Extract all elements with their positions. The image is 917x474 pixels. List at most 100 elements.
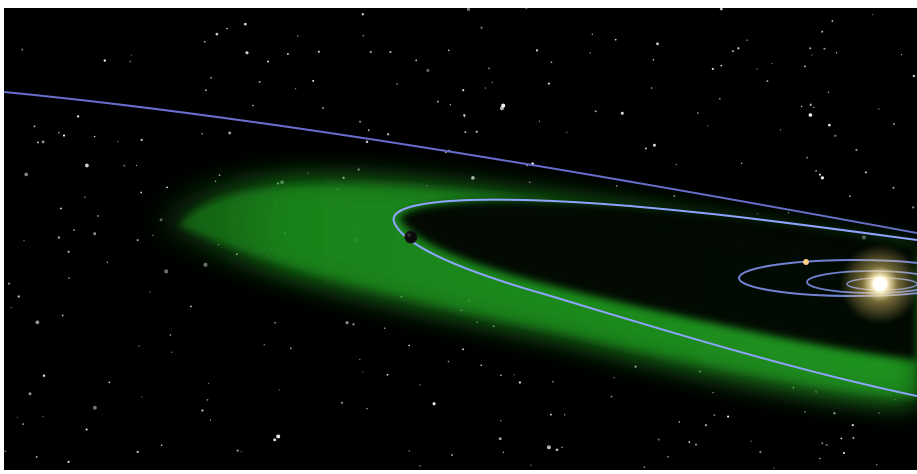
star-dot	[591, 33, 593, 35]
star-dot	[462, 89, 465, 92]
star-dot	[317, 50, 321, 53]
star-dot	[206, 398, 209, 401]
star-dot	[276, 434, 281, 439]
star-dot	[263, 343, 266, 346]
star-dot	[900, 53, 903, 56]
star-dot	[251, 104, 254, 107]
star-dot	[340, 401, 344, 404]
star-dot	[755, 68, 758, 70]
star-dot	[267, 60, 270, 63]
star-dot	[294, 88, 297, 90]
star-dot	[727, 415, 730, 418]
star-dot	[480, 26, 483, 29]
star-dot	[36, 141, 39, 144]
star-dot	[205, 89, 207, 92]
star-dot	[806, 156, 809, 159]
star-dot	[500, 419, 502, 422]
star-dot	[35, 456, 38, 458]
star-dot	[106, 261, 108, 263]
star-dot	[852, 436, 855, 439]
star-dot	[737, 47, 740, 50]
star-dot	[851, 424, 854, 427]
star-dot	[616, 185, 618, 187]
star-dot	[498, 437, 502, 441]
star-dot	[67, 250, 70, 253]
star-dot	[41, 140, 45, 144]
star-dot	[76, 115, 80, 118]
star-dot	[362, 371, 364, 373]
star-dot	[892, 186, 895, 189]
star-dot	[871, 14, 874, 16]
star-dot	[149, 291, 151, 293]
star-dot	[68, 277, 70, 279]
star-dot	[804, 411, 806, 413]
star-dot	[209, 419, 212, 421]
star-dot	[8, 282, 10, 285]
star-dot	[207, 382, 210, 385]
star-dot	[491, 81, 494, 84]
star-dot	[365, 140, 369, 144]
star-dot	[589, 52, 591, 54]
star-dot	[214, 180, 217, 182]
star-dot	[42, 415, 44, 418]
star-dot	[140, 191, 143, 194]
star-dot	[286, 53, 289, 55]
star-dot	[834, 134, 837, 137]
star-dot	[820, 176, 825, 180]
star-dot	[170, 351, 173, 354]
star-dot	[688, 441, 691, 443]
star-dot	[389, 51, 392, 54]
star-dot	[201, 409, 204, 412]
star-dot	[518, 381, 522, 384]
star-dot	[93, 405, 97, 410]
star-dot	[650, 87, 653, 89]
star-dot	[696, 112, 699, 114]
star-dot	[500, 374, 502, 377]
star-dot	[546, 445, 551, 450]
star-dot	[821, 30, 824, 33]
star-dot	[93, 135, 96, 138]
star-dot	[445, 151, 447, 154]
star-dot	[815, 169, 818, 172]
star-dot	[564, 414, 566, 416]
star-dot	[912, 74, 916, 78]
star-dot	[694, 443, 698, 446]
star-dot	[800, 105, 803, 108]
star-dot	[97, 215, 99, 217]
star-dot	[226, 27, 228, 30]
habitable-zone	[154, 177, 917, 403]
star-dot	[488, 67, 490, 70]
star-dot	[875, 463, 878, 466]
star-dot	[408, 344, 410, 347]
star-dot	[369, 50, 372, 54]
star-dot	[480, 364, 482, 367]
star-dot	[809, 47, 812, 50]
star-dot	[62, 134, 66, 137]
star-dot	[367, 129, 370, 132]
star-dot	[501, 103, 506, 108]
star-dot	[756, 213, 759, 215]
star-dot	[773, 467, 775, 469]
planet-orbit-line	[392, 198, 917, 397]
star-dot	[274, 321, 277, 324]
star-dot	[215, 32, 219, 36]
star-dot	[613, 376, 615, 379]
star-dot	[203, 262, 208, 267]
star-dot	[746, 39, 748, 41]
star-dot	[359, 358, 361, 361]
star-dot	[362, 34, 365, 37]
star-dot	[450, 454, 453, 456]
star-dot	[731, 50, 735, 53]
star-dot	[35, 320, 40, 325]
star-dot	[57, 131, 61, 134]
star-dot	[135, 164, 138, 167]
star-dot	[464, 131, 467, 134]
inner-planet-icon	[803, 259, 809, 265]
star-dot	[831, 20, 834, 22]
star-dot	[475, 130, 478, 133]
star-dot	[787, 212, 790, 214]
star-dot	[878, 412, 880, 414]
star-dot	[840, 437, 843, 440]
star-dot	[678, 420, 681, 423]
star-dot	[33, 125, 36, 128]
